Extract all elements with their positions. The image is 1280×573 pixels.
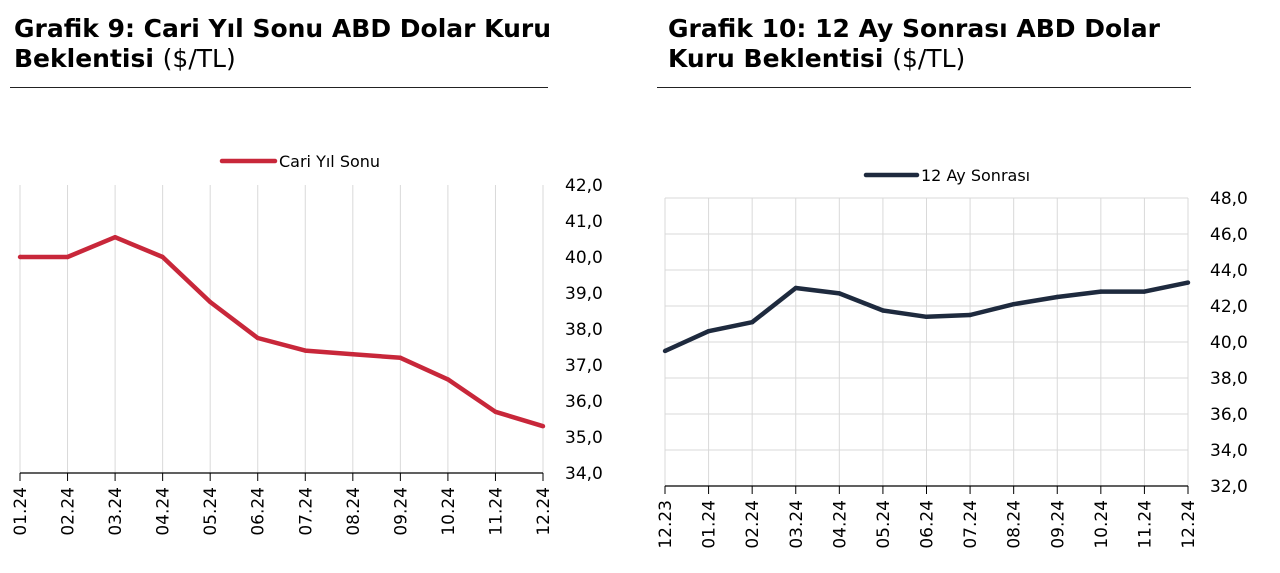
x-tick-label: 08.24 xyxy=(344,487,364,536)
y-tick-label: 41,0 xyxy=(565,212,603,232)
data-point xyxy=(17,254,23,260)
data-point xyxy=(445,377,451,382)
chart-title-left-unit: ($/TL) xyxy=(162,44,236,73)
data-point xyxy=(793,285,798,291)
title-divider-left xyxy=(10,87,548,88)
series-line xyxy=(20,234,544,429)
data-point xyxy=(398,355,403,360)
data-point xyxy=(1011,302,1016,307)
x-tick-label: 11.24 xyxy=(1135,500,1155,549)
y-tick-label: 44,0 xyxy=(1210,261,1248,281)
data-point xyxy=(303,348,308,353)
data-point xyxy=(350,352,356,357)
y-tick-label: 37,0 xyxy=(565,356,603,376)
data-point xyxy=(967,312,973,318)
x-tick-label: 12.24 xyxy=(534,487,554,536)
data-point xyxy=(662,348,668,354)
legend-label: 12 Ay Sonrası xyxy=(921,166,1030,185)
y-tick-label: 38,0 xyxy=(565,320,603,340)
data-point xyxy=(880,308,886,313)
x-tick-label: 03.24 xyxy=(106,487,126,536)
title-divider-right xyxy=(657,87,1191,88)
y-tick-label: 40,0 xyxy=(1210,333,1248,353)
chart-title-left-main: Grafik 9: Cari Yıl Sonu ABD Dolar Kuru B… xyxy=(14,14,552,73)
data-point xyxy=(924,314,929,319)
chart-title-right-main: Grafik 10: 12 Ay Sonrası ABD Dolar Kuru … xyxy=(668,14,1160,73)
data-point xyxy=(207,299,213,305)
x-tick-label: 07.24 xyxy=(961,500,981,549)
y-tick-label: 34,0 xyxy=(1210,441,1248,461)
x-tick-label: 10.24 xyxy=(1092,500,1112,549)
data-point xyxy=(160,254,165,260)
chart-title-right-unit: ($/TL) xyxy=(892,44,966,73)
x-tick-label: 12.24 xyxy=(1179,500,1199,549)
x-tick-label: 02.24 xyxy=(743,500,763,549)
data-point xyxy=(540,424,546,429)
y-tick-label: 48,0 xyxy=(1210,189,1248,209)
chart-title-left: Grafik 9: Cari Yıl Sonu ABD Dolar Kuru B… xyxy=(14,14,574,74)
x-tick-label: 01.24 xyxy=(700,500,720,549)
data-point xyxy=(65,254,70,260)
data-point xyxy=(1055,294,1060,300)
x-tick-label: 01.24 xyxy=(11,487,31,536)
y-tick-label: 42,0 xyxy=(1210,297,1248,317)
chart-right: 32,0 34,0 36,0 38,0 40,0 42,0 44,0 46,0 48,0 12.2… xyxy=(656,166,1248,549)
data-point xyxy=(112,235,118,240)
data-point xyxy=(255,335,260,341)
y-tick-label: 36,0 xyxy=(1210,405,1248,425)
x-tick-label: 09.24 xyxy=(1048,500,1068,549)
chart-left: 34,0 35,0 36,0 37,0 38,0 39,0 40,0 41,0 42,0 01.2… xyxy=(11,152,603,536)
y-tick-label: 34,0 xyxy=(565,464,603,484)
x-tick-label: 08.24 xyxy=(1005,500,1025,549)
data-point xyxy=(837,291,842,296)
x-tick-label: 12.23 xyxy=(656,500,676,549)
x-tick-label: 07.24 xyxy=(296,487,316,536)
y-tick-label: 38,0 xyxy=(1210,369,1248,389)
data-point xyxy=(1185,280,1191,285)
x-tick-label: 04.24 xyxy=(154,487,174,536)
y-tick-label: 40,0 xyxy=(565,248,603,268)
x-tick-label: 05.24 xyxy=(874,500,894,549)
x-tick-label: 11.24 xyxy=(486,487,506,536)
y-tick-label: 35,0 xyxy=(565,428,603,448)
data-point xyxy=(493,409,498,414)
x-tick-label: 06.24 xyxy=(918,500,938,549)
data-point xyxy=(1142,289,1147,294)
x-tick-label: 10.24 xyxy=(439,487,459,536)
data-point xyxy=(706,329,711,334)
x-tick-label: 05.24 xyxy=(201,487,221,536)
x-tick-label: 09.24 xyxy=(391,487,411,536)
x-tick-label: 03.24 xyxy=(787,500,807,549)
y-tick-label: 46,0 xyxy=(1210,225,1248,245)
chart-title-right: Grafik 10: 12 Ay Sonrası ABD Dolar Kuru … xyxy=(668,14,1228,74)
data-point xyxy=(1098,289,1104,294)
data-point xyxy=(749,320,755,325)
y-tick-label: 42,0 xyxy=(565,176,603,196)
legend-label: Cari Yıl Sonu xyxy=(279,152,380,171)
x-tick-label: 02.24 xyxy=(59,487,79,536)
x-tick-label: 04.24 xyxy=(830,500,850,549)
x-tick-label: 06.24 xyxy=(249,487,269,536)
y-tick-label: 36,0 xyxy=(565,392,603,412)
y-tick-label: 32,0 xyxy=(1210,477,1248,497)
y-tick-label: 39,0 xyxy=(565,284,603,304)
